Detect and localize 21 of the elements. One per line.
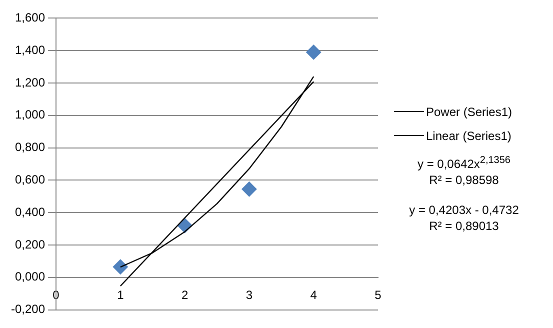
y-tick-label: 0,200 <box>14 237 46 252</box>
text: R² = 0,89013 <box>428 218 500 234</box>
x-tick-label: 1 <box>117 288 124 302</box>
y-tick-label: 1,200 <box>14 75 46 90</box>
x-tick-label: 2 <box>181 288 188 302</box>
legend-label: Linear (Series1) <box>426 128 512 142</box>
y-tick-label: 0,000 <box>14 270 46 284</box>
x-tick-label: 5 <box>374 288 382 302</box>
text: y = 0,0642x$^{2,1356}$ <box>416 154 512 172</box>
y-tick-label: 0,800 <box>14 140 46 154</box>
text: R² = 0,98598 <box>428 172 500 188</box>
x-tick-label: 4 <box>310 288 318 302</box>
y-tick-label: 1,600 <box>14 10 46 25</box>
x-tick-label: 3 <box>246 288 253 302</box>
y-tick-label: 1,400 <box>14 42 46 57</box>
y-tick-label: 0,400 <box>14 204 46 219</box>
y-tick-label: -0,200 <box>10 302 46 316</box>
y-tick-label: 1,000 <box>14 108 46 122</box>
y-tick-label: 0,600 <box>14 172 46 187</box>
legend-label: Power (Series1) <box>426 104 512 118</box>
text: y = 0,4203x - 0,4732 <box>408 202 520 218</box>
